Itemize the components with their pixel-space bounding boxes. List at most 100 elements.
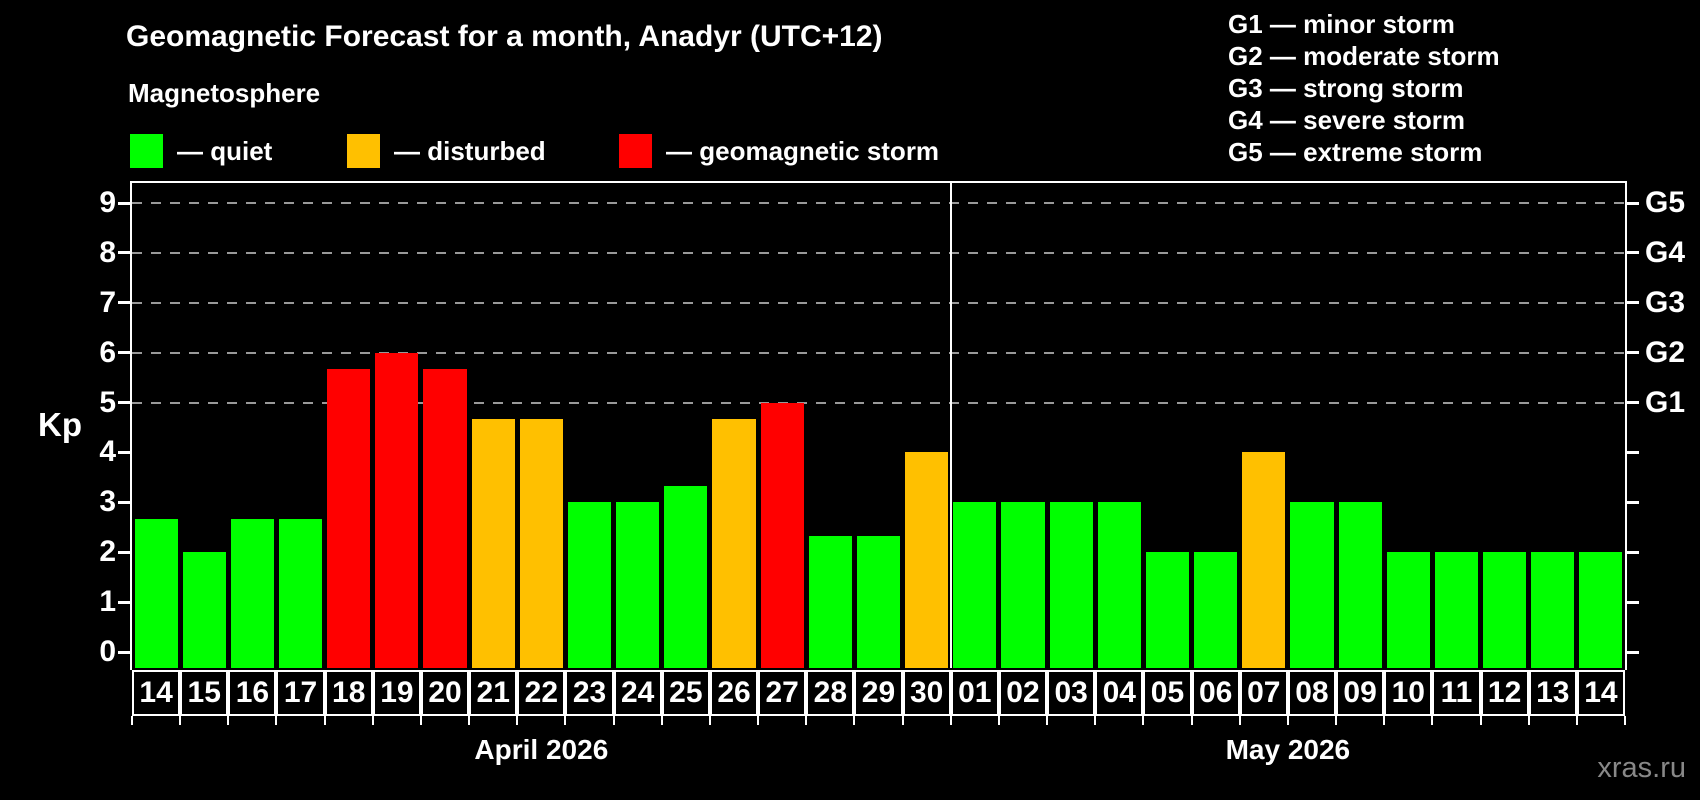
kp-bar-may-09: [1338, 502, 1382, 668]
y-tick-label-6: 6: [99, 335, 116, 369]
g4-legend-line: G4 — severe storm: [1228, 105, 1466, 135]
x-boundary-tick: [1383, 716, 1386, 725]
g2-legend-line: G2 — moderate storm: [1228, 41, 1500, 71]
day-label-may-12: 12: [1480, 670, 1529, 716]
kp-bar-may-13: [1531, 552, 1575, 668]
kp-bar-april-23: [567, 502, 612, 668]
g5-legend-line: G5 — extreme storm: [1228, 137, 1483, 167]
kp-bar-may-08: [1290, 502, 1334, 668]
day-label-may-09: 09: [1336, 670, 1385, 716]
day-label-april-20: 20: [420, 670, 470, 716]
x-boundary-tick: [564, 716, 567, 725]
legend-label-quiet: — quiet: [177, 135, 273, 166]
y-tick-left: [118, 351, 130, 355]
x-boundary-tick: [997, 716, 1000, 725]
x-boundary-tick: [805, 716, 808, 725]
g3-legend-line: G3 — strong storm: [1228, 73, 1464, 103]
x-boundary-tick: [179, 716, 182, 725]
day-label-may-01: 01: [950, 670, 999, 716]
y-tick-left: [118, 500, 130, 504]
magnetosphere-subtitle: Magnetosphere: [128, 78, 321, 108]
y-tick-left: [118, 600, 130, 604]
legend-item-disturbed: — disturbed: [347, 134, 546, 168]
kp-bar-april-27: [760, 402, 804, 668]
x-boundary-tick: [660, 716, 663, 725]
g-axis-label-G2: G2: [1645, 335, 1686, 369]
day-label-may-04: 04: [1095, 670, 1144, 716]
day-label-april-18: 18: [324, 670, 373, 716]
y-tick-right: [1627, 251, 1639, 255]
day-label-april-19: 19: [372, 670, 421, 716]
x-boundary-tick: [371, 716, 374, 725]
day-label-may-08: 08: [1287, 670, 1337, 716]
y-tick-right: [1627, 550, 1639, 554]
y-tick-label-9: 9: [99, 186, 116, 219]
day-label-april-27: 27: [758, 670, 807, 716]
day-label-may-05: 05: [1143, 670, 1192, 716]
day-label-april-16: 16: [228, 670, 277, 716]
kp-bar-may-11: [1434, 552, 1478, 668]
legend-item-storm: — geomagnetic storm: [619, 134, 939, 168]
day-label-may-03: 03: [1047, 670, 1096, 716]
day-label-april-14: 14: [132, 670, 181, 716]
day-label-april-24: 24: [613, 670, 662, 716]
gridline-kp8: [132, 251, 1625, 254]
y-tick-right: [1627, 351, 1639, 355]
y-tick-right: [1627, 201, 1639, 205]
day-label-may-07: 07: [1239, 670, 1288, 716]
day-label-april-22: 22: [517, 670, 566, 716]
x-boundary-tick: [1527, 716, 1530, 725]
kp-bar-april-14: [134, 518, 178, 668]
day-label-may-06: 06: [1191, 670, 1240, 716]
day-label-april-30: 30: [902, 670, 951, 716]
y-tick-right: [1627, 500, 1639, 504]
g-axis-label-G5: G5: [1645, 186, 1686, 219]
day-label-may-02: 02: [998, 670, 1048, 716]
kp-bar-may-10: [1386, 552, 1430, 668]
y-tick-label-4: 4: [99, 435, 116, 469]
watermark: xras.ru: [1597, 752, 1686, 784]
kp-bar-april-24: [616, 502, 660, 668]
kp-bar-april-18: [327, 369, 371, 668]
kp-bar-april-29: [856, 535, 901, 668]
y-tick-left: [118, 201, 130, 205]
g-axis-label-G4: G4: [1645, 235, 1686, 269]
y-tick-right: [1627, 600, 1639, 604]
storm-color-swatch: [619, 134, 652, 168]
y-tick-left: [118, 251, 130, 255]
x-boundary-tick: [1335, 716, 1338, 725]
x-boundary-tick: [323, 716, 326, 725]
y-tick-label-2: 2: [99, 535, 116, 569]
month-label-april: April 2026: [474, 734, 609, 765]
kp-bar-april-20: [423, 369, 467, 668]
kp-bar-april-21: [471, 419, 515, 668]
y-tick-label-8: 8: [99, 235, 116, 269]
x-boundary-tick: [1431, 716, 1434, 725]
day-label-may-14: 14: [1576, 670, 1625, 716]
quiet-color-swatch: [130, 134, 163, 168]
gridline-kp5: [132, 401, 1625, 404]
x-boundary-tick: [757, 716, 760, 725]
g-scale-legend: G1 — minor storm G2 — moderate storm G3 …: [1228, 8, 1500, 168]
plot-border-top: [130, 181, 1627, 183]
y-tick-left: [118, 301, 130, 305]
g-axis-label-G3: G3: [1645, 285, 1686, 319]
kp-bar-april-26: [712, 419, 756, 668]
x-boundary-tick: [1238, 716, 1241, 725]
month-label-may: May 2026: [1225, 734, 1351, 765]
kp-bar-april-30: [905, 452, 949, 668]
gridline-kp7: [132, 301, 1625, 304]
kp-bar-may-05: [1145, 552, 1190, 668]
kp-bar-april-19: [375, 352, 419, 668]
legend-item-quiet: — quiet: [130, 134, 272, 168]
x-boundary-tick: [1094, 716, 1097, 725]
x-boundary-tick: [1142, 716, 1145, 725]
day-label-april-23: 23: [565, 670, 614, 716]
x-boundary-tick: [131, 716, 133, 725]
gridline-kp6: [132, 351, 1625, 354]
legend-label-disturbed: — disturbed: [394, 135, 546, 166]
g-axis-label-G1: G1: [1645, 385, 1686, 419]
kp-bar-april-16: [230, 518, 274, 668]
x-boundary-tick: [227, 716, 230, 725]
